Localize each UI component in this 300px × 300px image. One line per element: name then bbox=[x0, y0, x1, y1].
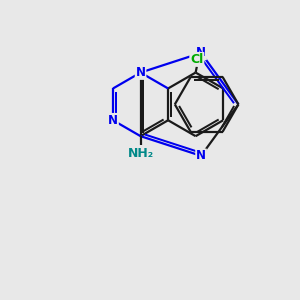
Text: N: N bbox=[136, 66, 146, 79]
Text: Cl: Cl bbox=[190, 53, 203, 66]
Text: N: N bbox=[196, 46, 206, 59]
Text: N: N bbox=[196, 149, 206, 162]
Text: NH₂: NH₂ bbox=[128, 147, 154, 160]
Text: N: N bbox=[108, 114, 118, 127]
